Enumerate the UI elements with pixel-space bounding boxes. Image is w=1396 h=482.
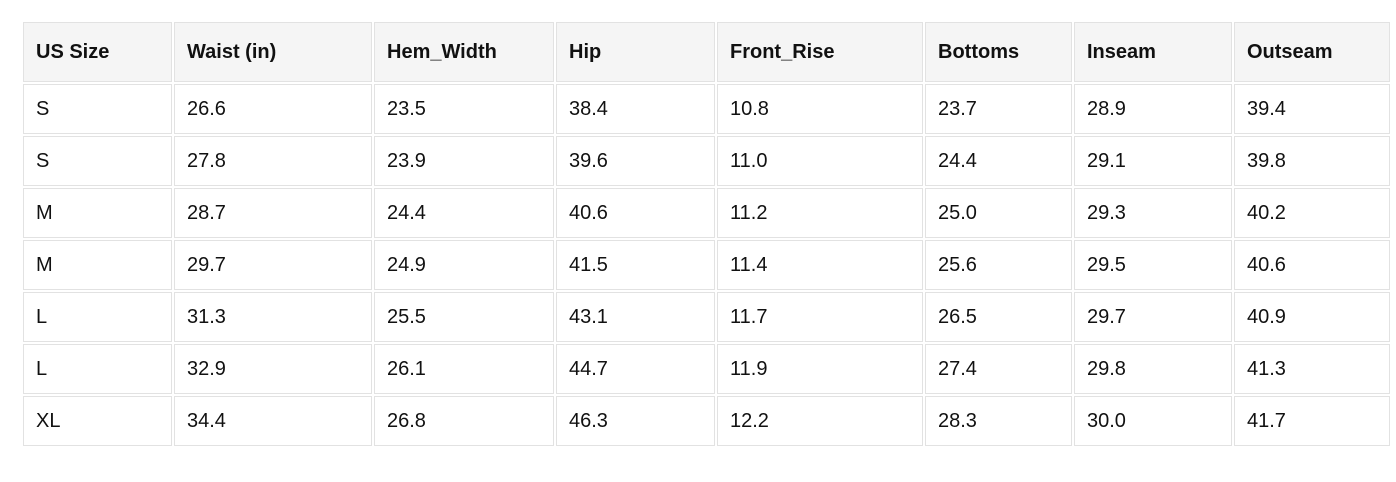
table-row: XL 34.4 26.8 46.3 12.2 28.3 30.0 41.7 bbox=[23, 396, 1390, 446]
table-row: M 29.7 24.9 41.5 11.4 25.6 29.5 40.6 bbox=[23, 240, 1390, 290]
table-cell: 25.6 bbox=[925, 240, 1072, 290]
table-cell: 11.7 bbox=[717, 292, 923, 342]
table-cell: 40.6 bbox=[1234, 240, 1390, 290]
table-cell: 10.8 bbox=[717, 84, 923, 134]
table-cell: 12.2 bbox=[717, 396, 923, 446]
table-row: S 27.8 23.9 39.6 11.0 24.4 29.1 39.8 bbox=[23, 136, 1390, 186]
table-header: US Size Waist (in) Hem_Width Hip Front_R… bbox=[23, 22, 1390, 82]
table-cell: 26.8 bbox=[374, 396, 554, 446]
table-body: S 26.6 23.5 38.4 10.8 23.7 28.9 39.4 S 27.8 23.9 39… bbox=[23, 84, 1390, 446]
table-cell: 25.0 bbox=[925, 188, 1072, 238]
table-cell: 26.6 bbox=[174, 84, 372, 134]
table-cell: 39.8 bbox=[1234, 136, 1390, 186]
table-cell: 23.7 bbox=[925, 84, 1072, 134]
table-cell: 31.3 bbox=[174, 292, 372, 342]
table-cell: L bbox=[23, 292, 172, 342]
table-cell: 39.4 bbox=[1234, 84, 1390, 134]
table-cell: 28.3 bbox=[925, 396, 1072, 446]
table-row: M 28.7 24.4 40.6 11.2 25.0 29.3 40.2 bbox=[23, 188, 1390, 238]
table-cell: 23.5 bbox=[374, 84, 554, 134]
table-cell: 32.9 bbox=[174, 344, 372, 394]
table-cell: M bbox=[23, 240, 172, 290]
table-cell: XL bbox=[23, 396, 172, 446]
table-row: L 32.9 26.1 44.7 11.9 27.4 29.8 41.3 bbox=[23, 344, 1390, 394]
table-cell: S bbox=[23, 84, 172, 134]
header-cell-hem-width: Hem_Width bbox=[374, 22, 554, 82]
table-cell: 29.3 bbox=[1074, 188, 1232, 238]
table-cell: 11.2 bbox=[717, 188, 923, 238]
table-cell: 26.5 bbox=[925, 292, 1072, 342]
table-cell: 28.9 bbox=[1074, 84, 1232, 134]
table-cell: 11.9 bbox=[717, 344, 923, 394]
header-cell-us-size: US Size bbox=[23, 22, 172, 82]
table-cell: 29.5 bbox=[1074, 240, 1232, 290]
table-cell: 34.4 bbox=[174, 396, 372, 446]
table-cell: 41.3 bbox=[1234, 344, 1390, 394]
size-chart-table: US Size Waist (in) Hem_Width Hip Front_R… bbox=[21, 20, 1392, 448]
table-cell: 38.4 bbox=[556, 84, 715, 134]
table-cell: 41.7 bbox=[1234, 396, 1390, 446]
table-cell: 46.3 bbox=[556, 396, 715, 446]
table-cell: 11.0 bbox=[717, 136, 923, 186]
table-cell: 23.9 bbox=[374, 136, 554, 186]
header-row: US Size Waist (in) Hem_Width Hip Front_R… bbox=[23, 22, 1390, 82]
table-cell: S bbox=[23, 136, 172, 186]
table-cell: 29.8 bbox=[1074, 344, 1232, 394]
header-cell-bottoms: Bottoms bbox=[925, 22, 1072, 82]
table-row: S 26.6 23.5 38.4 10.8 23.7 28.9 39.4 bbox=[23, 84, 1390, 134]
header-cell-waist: Waist (in) bbox=[174, 22, 372, 82]
table-cell: 11.4 bbox=[717, 240, 923, 290]
table-cell: 27.8 bbox=[174, 136, 372, 186]
table-cell: 27.4 bbox=[925, 344, 1072, 394]
table-cell: 44.7 bbox=[556, 344, 715, 394]
table-cell: 24.9 bbox=[374, 240, 554, 290]
header-cell-inseam: Inseam bbox=[1074, 22, 1232, 82]
table-cell: 25.5 bbox=[374, 292, 554, 342]
table-cell: L bbox=[23, 344, 172, 394]
table-cell: 26.1 bbox=[374, 344, 554, 394]
table-cell: 43.1 bbox=[556, 292, 715, 342]
table-cell: 40.2 bbox=[1234, 188, 1390, 238]
table-cell: 24.4 bbox=[925, 136, 1072, 186]
table-cell: 24.4 bbox=[374, 188, 554, 238]
table-cell: 40.9 bbox=[1234, 292, 1390, 342]
table-cell: 41.5 bbox=[556, 240, 715, 290]
table-cell: 39.6 bbox=[556, 136, 715, 186]
table-cell: 30.0 bbox=[1074, 396, 1232, 446]
header-cell-outseam: Outseam bbox=[1234, 22, 1390, 82]
header-cell-front-rise: Front_Rise bbox=[717, 22, 923, 82]
table-cell: 29.1 bbox=[1074, 136, 1232, 186]
table-cell: M bbox=[23, 188, 172, 238]
table-row: L 31.3 25.5 43.1 11.7 26.5 29.7 40.9 bbox=[23, 292, 1390, 342]
table-cell: 40.6 bbox=[556, 188, 715, 238]
table-cell: 29.7 bbox=[174, 240, 372, 290]
header-cell-hip: Hip bbox=[556, 22, 715, 82]
table-cell: 29.7 bbox=[1074, 292, 1232, 342]
table-cell: 28.7 bbox=[174, 188, 372, 238]
